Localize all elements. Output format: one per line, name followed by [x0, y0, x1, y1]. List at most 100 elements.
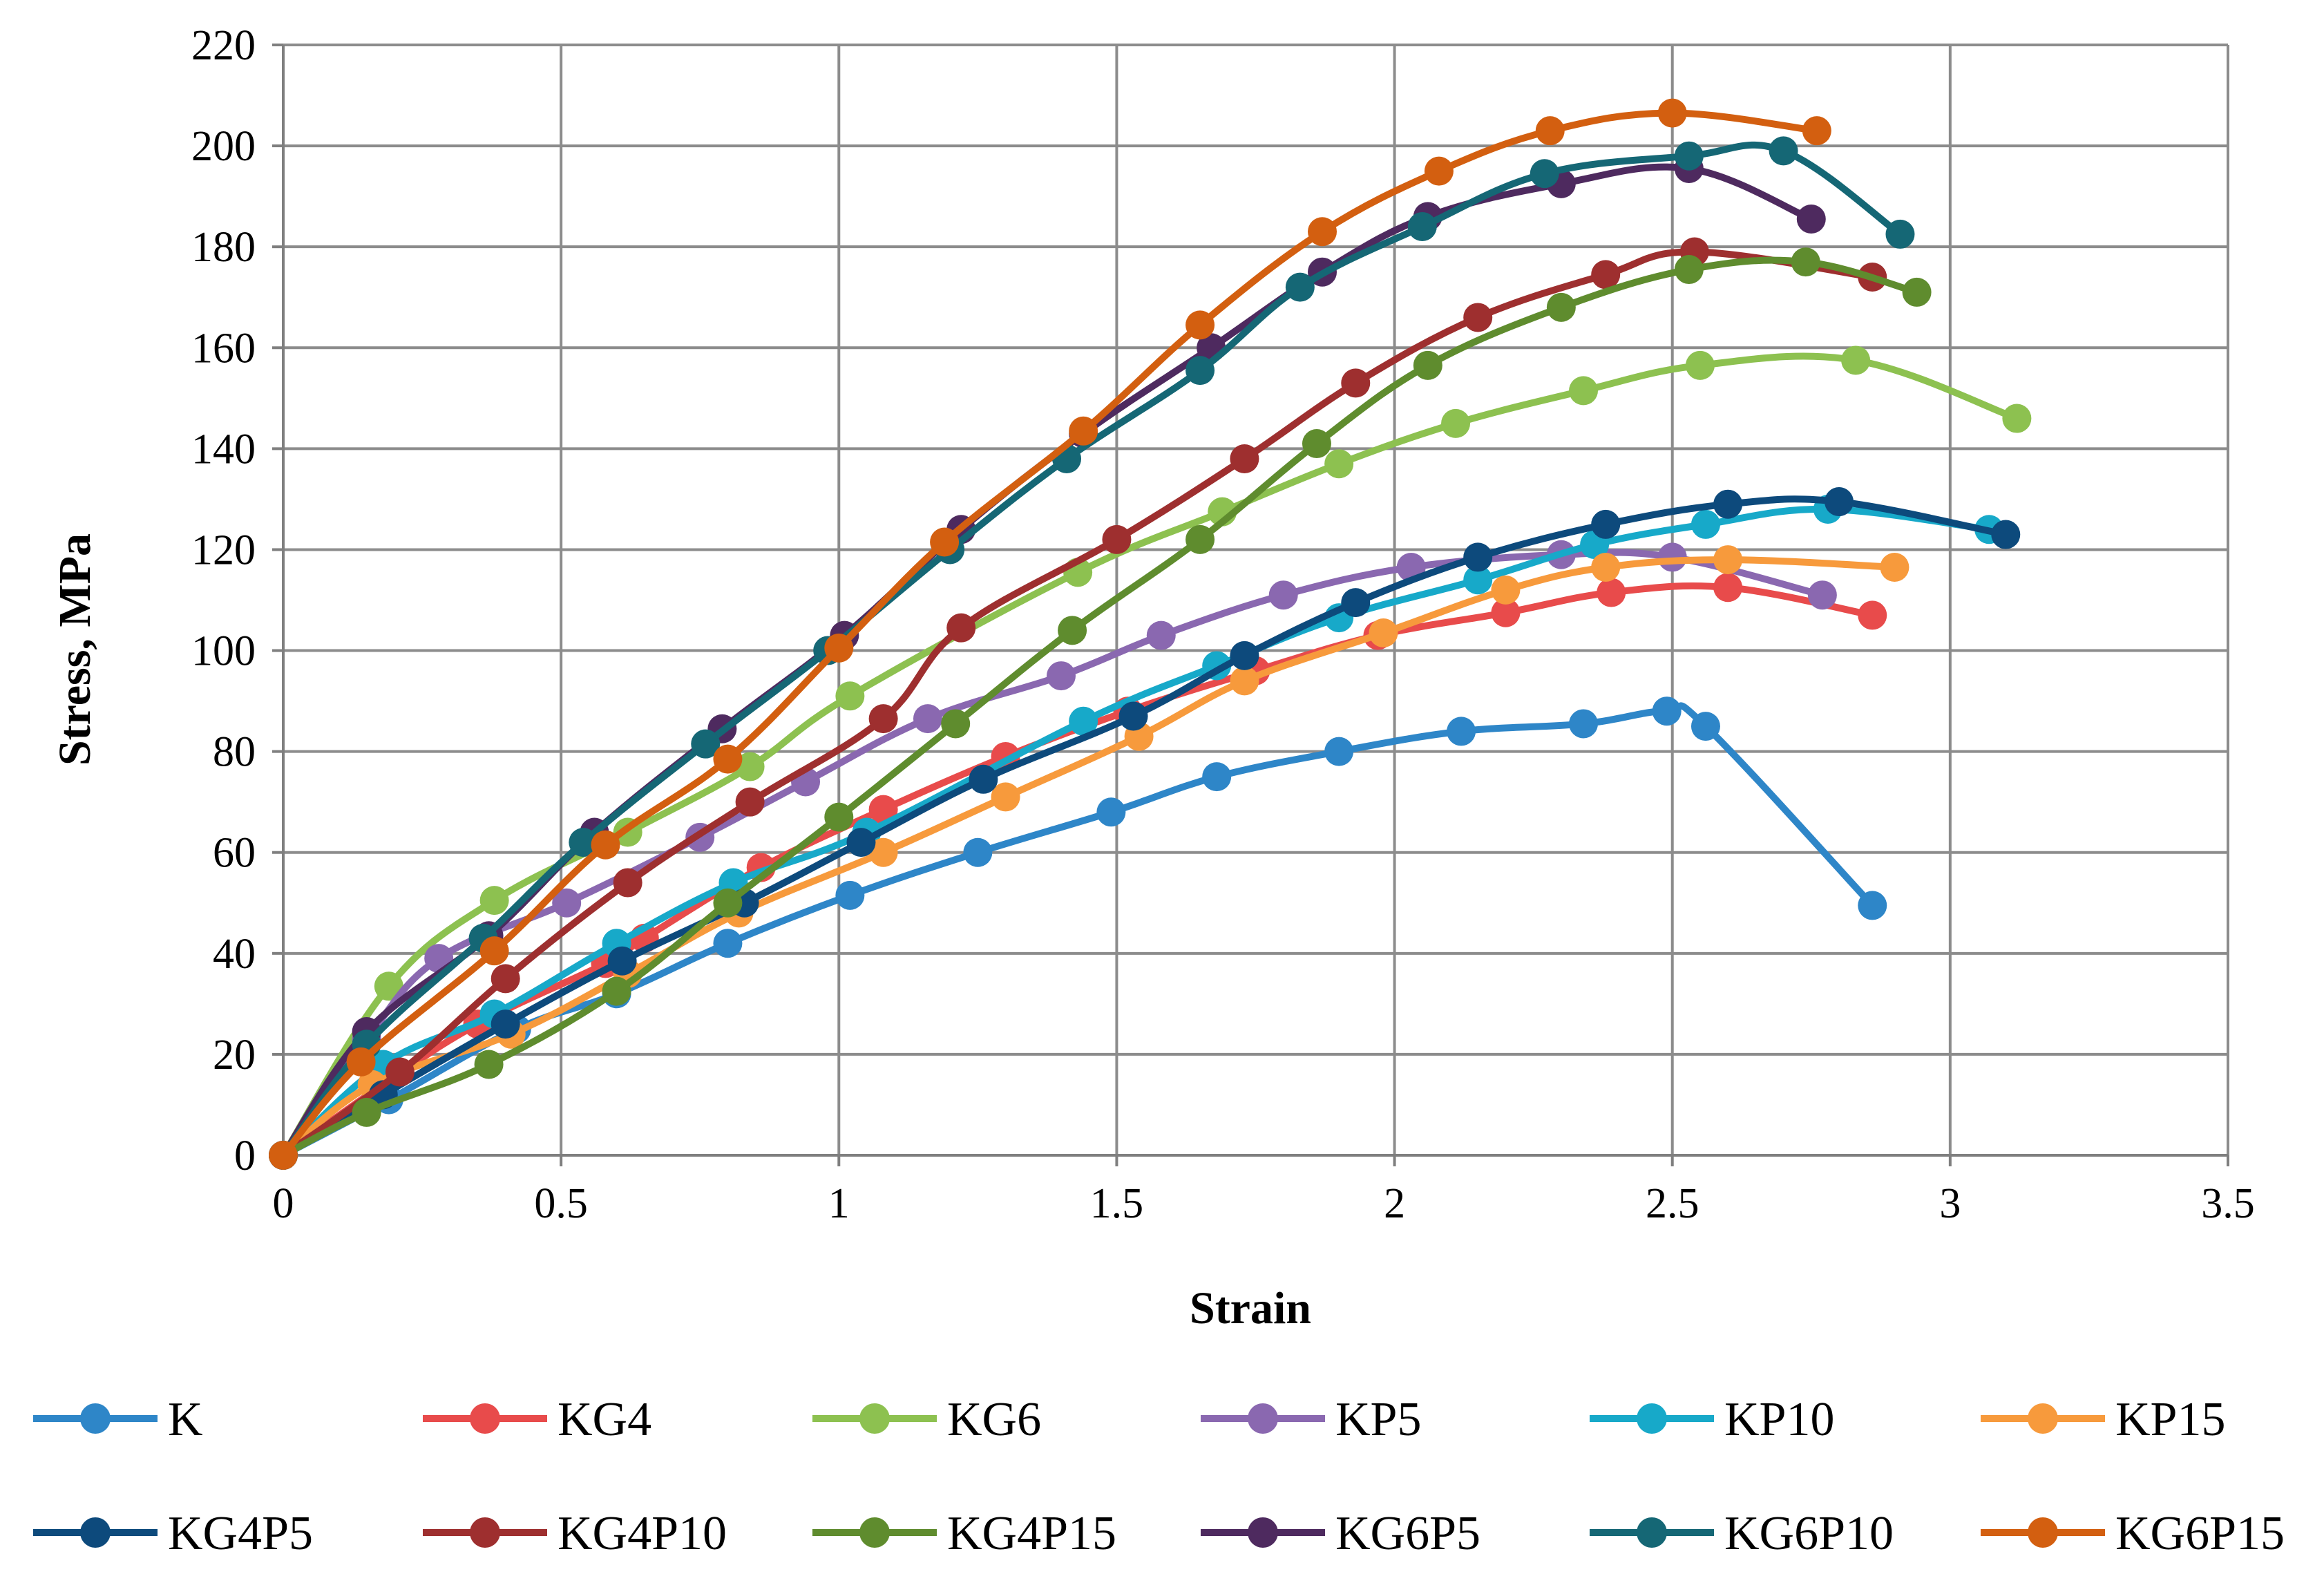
legend-item-kg4p10: KG4P10	[423, 1507, 727, 1560]
series-line-kg6p10	[280, 141, 1904, 1159]
legend-item-k: K	[33, 1393, 203, 1446]
data-point-kp5	[1146, 620, 1176, 650]
series-kg4p15	[269, 247, 1932, 1170]
data-point-kg6p15	[346, 1047, 376, 1077]
data-point-kp5	[552, 888, 582, 918]
x-tick-label: 0	[273, 1180, 294, 1227]
legend-marker	[1248, 1403, 1278, 1434]
series-kg6	[269, 345, 2032, 1170]
series-kp15	[269, 545, 1909, 1170]
y-tick-label: 200	[191, 123, 256, 170]
data-point-kg6p15	[1424, 156, 1454, 186]
data-point-k	[1324, 737, 1354, 766]
data-point-kg4p5	[969, 764, 998, 794]
data-point-kg6	[835, 681, 865, 711]
series-kg6p15	[269, 98, 1831, 1170]
legend: K KG4 KG6 KP5 KP10 KP15 KG4P5 KG4P10 KG4P15 KG6P5…	[33, 1393, 2285, 1560]
legend-label: KG4P15	[947, 1507, 1116, 1560]
data-point-k	[1569, 709, 1599, 739]
data-point-kp15	[1369, 618, 1398, 647]
series-kp5	[269, 540, 1837, 1170]
data-point-kg4	[1713, 573, 1743, 603]
data-point-kp5	[913, 704, 942, 734]
data-point-kg4p15	[941, 709, 971, 739]
data-point-kg4p10	[735, 787, 765, 817]
data-point-kg6p15	[713, 744, 743, 774]
data-point-kg4p5	[1591, 509, 1621, 539]
data-point-kg6p10	[1285, 272, 1315, 302]
legend-label: KG4P5	[168, 1507, 313, 1560]
data-point-kg4p10	[385, 1057, 415, 1087]
data-point-k	[1202, 762, 1232, 792]
data-point-kg6p10	[1407, 211, 1437, 241]
data-point-kp15	[1491, 575, 1521, 605]
data-point-kg6p10	[1769, 136, 1798, 166]
data-point-kp10	[1463, 565, 1493, 595]
data-point-kg4p15	[1185, 524, 1215, 554]
legend-marker	[859, 1403, 890, 1434]
data-point-k	[1096, 797, 1126, 827]
data-point-kg6	[374, 971, 403, 1001]
y-tick-label: 0	[234, 1132, 256, 1179]
data-point-kg4p5	[1341, 588, 1371, 618]
series-layer	[269, 98, 2032, 1170]
series-kp10	[269, 495, 2004, 1170]
legend-label: KG6	[947, 1393, 1041, 1446]
data-point-kg4	[1858, 600, 1887, 630]
y-tick-label: 20	[213, 1032, 256, 1079]
legend-item-kp15: KP15	[1981, 1393, 2225, 1446]
data-point-kg4p10	[1591, 260, 1621, 290]
data-point-k	[1447, 717, 1476, 746]
data-point-kg6	[1324, 449, 1354, 479]
legend-item-kg6: KG6	[812, 1393, 1041, 1446]
data-point-kp15	[991, 782, 1020, 812]
x-tick-label: 3.5	[2201, 1180, 2255, 1227]
data-point-kp5	[1807, 580, 1837, 610]
data-point-kg4p5	[1463, 542, 1493, 572]
data-point-kg4p10	[1341, 368, 1371, 398]
data-point-kg4	[868, 795, 898, 824]
data-point-kg6p15	[1308, 217, 1337, 247]
data-point-kg4p15	[352, 1097, 381, 1127]
data-point-kg4p5	[1230, 641, 1259, 670]
data-point-kg4p10	[1463, 303, 1493, 332]
data-point-kg4	[1491, 598, 1521, 627]
tick-labels: 0 0.5 1 1.5 2 2.5 3 3.5 0 20 40 60 80 100 120 140 160 180…	[191, 22, 2255, 1227]
data-point-kg4p15	[1791, 247, 1820, 277]
series-line-kg6p15	[280, 109, 1820, 1159]
data-point-kg4p10	[1230, 444, 1259, 473]
legend-item-kp5: KP5	[1201, 1393, 1421, 1446]
data-point-kg6p10	[1885, 219, 1915, 249]
data-point-kp5	[1268, 580, 1298, 610]
data-point-kg4p15	[1902, 277, 1932, 307]
legend-marker	[1637, 1403, 1667, 1434]
legend-label: KG6P10	[1724, 1507, 1894, 1560]
data-point-kg6	[1841, 345, 1871, 375]
data-point-kg6p15	[1802, 116, 1831, 146]
data-point-kp15	[1230, 666, 1259, 696]
data-point-kg6p10	[1530, 159, 1559, 189]
data-point-kg4p15	[1302, 429, 1331, 459]
legend-item-kg6p10: KG6P10	[1590, 1507, 1894, 1560]
data-point-kg6p10	[691, 729, 721, 759]
legend-label: KP15	[2115, 1393, 2225, 1446]
data-point-kg6p5	[1796, 205, 1826, 234]
data-point-kg6	[2002, 404, 2032, 433]
data-point-kg6p15	[479, 936, 509, 966]
data-point-kg4	[1597, 578, 1626, 607]
x-axis-title: Strain	[1190, 1283, 1311, 1334]
data-point-kg6	[479, 886, 509, 916]
series-kg4	[269, 573, 1887, 1170]
data-point-kp5	[1047, 661, 1076, 691]
data-point-kg4p5	[1991, 520, 2021, 549]
data-point-k	[835, 880, 865, 910]
data-point-kp15	[1591, 553, 1621, 582]
legend-label: KG6P15	[2115, 1507, 2285, 1560]
series-line-k	[280, 702, 1876, 1159]
series-line-kp15	[280, 556, 1898, 1159]
y-tick-label: 120	[191, 527, 256, 573]
data-point-k	[713, 929, 743, 958]
y-axis-title: Stress, MPa	[50, 533, 100, 766]
data-point-kg6p15	[269, 1141, 298, 1170]
